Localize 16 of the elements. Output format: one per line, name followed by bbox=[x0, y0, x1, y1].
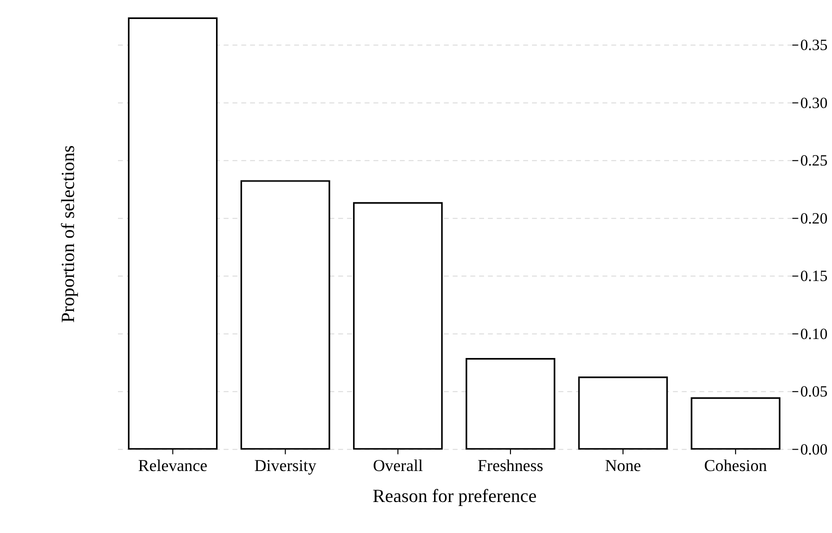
y-tick-label: 0.20 bbox=[800, 210, 828, 228]
x-tick-label: Diversity bbox=[254, 456, 317, 475]
x-tick-label: Relevance bbox=[138, 456, 208, 475]
y-axis-title: Proportion of selections bbox=[58, 145, 79, 323]
x-tick-label: Freshness bbox=[478, 456, 544, 475]
y-tick-label: 0.10 bbox=[800, 326, 828, 343]
x-tick-label: None bbox=[605, 456, 642, 475]
x-tick-label: Overall bbox=[372, 456, 424, 475]
y-tick-label: 0.30 bbox=[800, 94, 828, 112]
x-tick-label: Cohesion bbox=[704, 456, 768, 475]
y-tick-label: 0.05 bbox=[800, 384, 828, 401]
x-axis-title: Reason for preference bbox=[372, 486, 537, 508]
y-tick-label: 0.00 bbox=[800, 441, 828, 458]
y-tick-label: 0.35 bbox=[800, 37, 828, 54]
y-tick-label: 0.25 bbox=[800, 152, 828, 170]
y-tick-label: 0.15 bbox=[800, 268, 828, 286]
